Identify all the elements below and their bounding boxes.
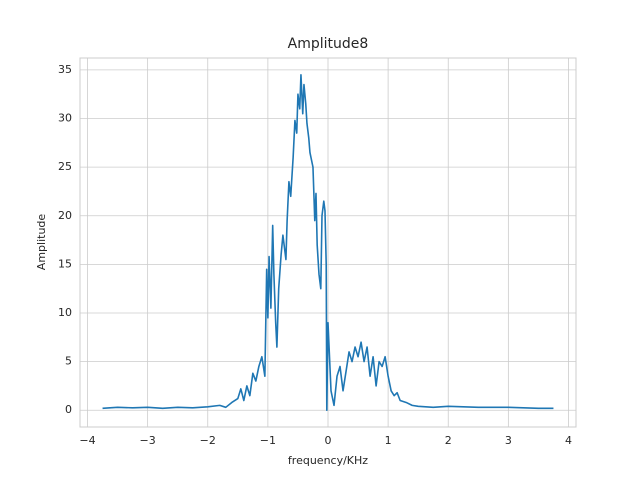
x-tick-label: −1 (260, 434, 276, 447)
y-tick-label: 35 (58, 63, 72, 76)
axes-frame (79, 57, 577, 428)
x-tick-label: 0 (325, 434, 332, 447)
x-tick-label: 2 (445, 434, 452, 447)
y-tick-label: 15 (58, 257, 72, 270)
x-axis-label: frequency/KHz (288, 454, 368, 467)
y-tick-label: 10 (58, 306, 72, 319)
x-tick-label: 1 (385, 434, 392, 447)
y-axis-label: Amplitude (35, 214, 48, 271)
data-line (102, 73, 554, 412)
x-tick-label: −2 (200, 434, 216, 447)
y-tick-label: 25 (58, 160, 72, 173)
y-tick-label: 30 (58, 112, 72, 125)
y-tick-label: 20 (58, 209, 72, 222)
y-tick-label: 0 (65, 403, 72, 416)
chart-title: Amplitude8 (288, 36, 369, 52)
x-tick-label: 3 (505, 434, 512, 447)
x-tick-label: 4 (565, 434, 572, 447)
y-tick-label: 5 (65, 355, 72, 368)
x-tick-label: −3 (140, 434, 156, 447)
x-tick-label: −4 (79, 434, 95, 447)
